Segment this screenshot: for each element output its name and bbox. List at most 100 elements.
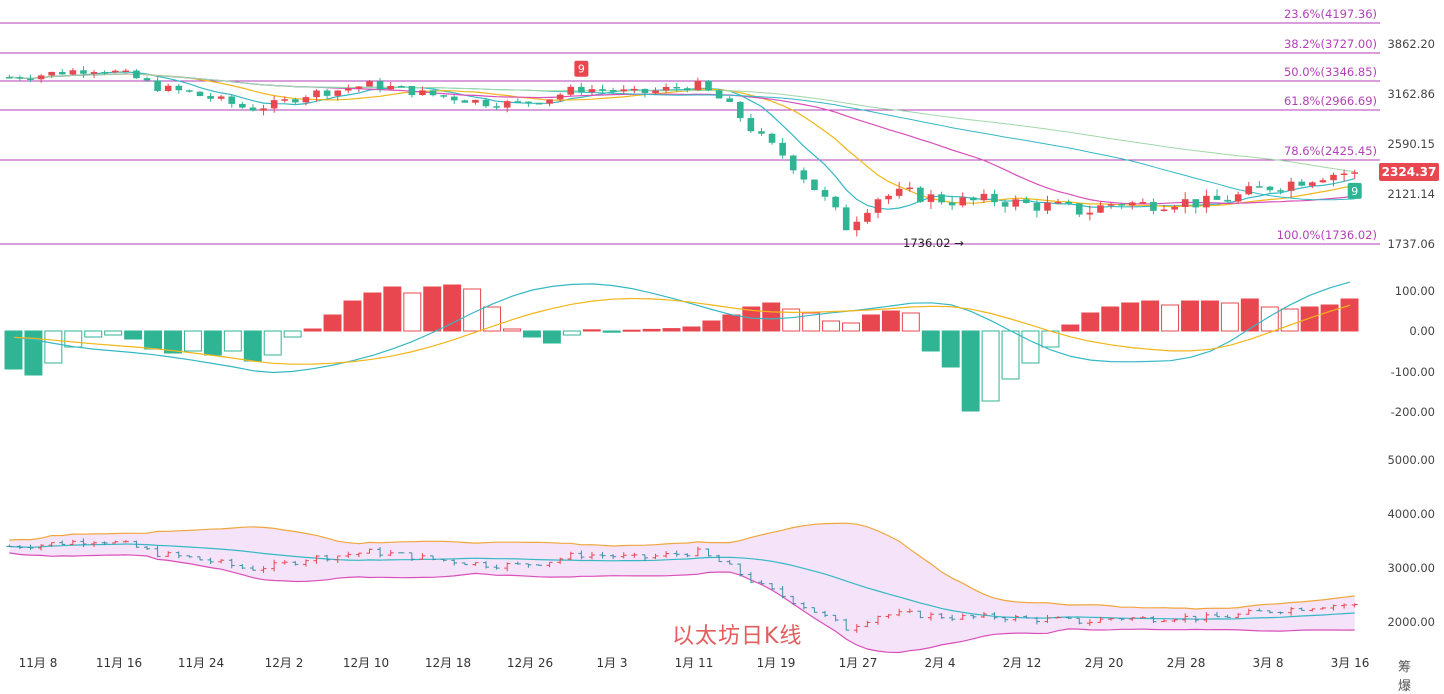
macd-bar [1320,304,1339,332]
candle-body [1192,199,1200,208]
candle-body [387,85,394,90]
bollinger-y-axis: 5000.00 4000.00 3000.00 2000.00 [1387,453,1435,629]
date-label-2: 11月 24 [178,656,224,670]
candle-body [249,107,257,111]
candle-body [16,77,24,79]
candle-body [864,212,871,222]
candle-body [1075,203,1083,215]
candle-body [609,90,617,92]
macd-bar [961,330,980,412]
candle-body [736,101,744,119]
candle-body [1309,182,1316,186]
macd-bar [642,328,661,332]
candle-body [567,86,575,95]
candle-body [842,207,850,231]
candle-body [302,97,310,103]
fib-label-2: 50.0%(3346.85) [1284,65,1377,79]
candle-body [599,89,606,91]
chart-title-watermark: 以太坊日K线 [672,624,803,649]
candle-body [546,99,553,104]
macd-bar [722,314,741,332]
candle-body [631,88,638,91]
candle-body [228,96,236,104]
candle-body [683,88,691,91]
candle-body [493,106,500,108]
candle-body [376,81,384,90]
date-label-9: 1月 19 [757,656,796,670]
fib-label-5: 100.0%(1736.02) [1277,228,1377,242]
candle-body [48,71,55,76]
candle-body [133,70,140,79]
candle-body [715,90,723,99]
price-y-axis: 3862.20 3162.86 2590.15 2121.14 1737.06 [1387,37,1435,251]
candle-body [927,194,935,202]
candle-body [747,118,755,132]
candle-body [164,85,172,91]
macd-bar [443,284,462,332]
candle-body [281,99,289,101]
bollinger-middle-line [9,543,1355,620]
macd-bar [1021,330,1040,364]
macd-bar [223,330,242,352]
macd-bar [4,330,23,370]
macd-bar [1141,300,1160,332]
candle-body [80,70,87,74]
candle-body [472,99,479,103]
candle-body [397,85,405,88]
fib-label-0: 23.6%(4197.36) [1284,7,1377,21]
macd-bar [522,330,541,338]
macd-bar [1001,330,1020,380]
current-price-badge: 2324.37 [1379,163,1439,181]
macd-bar [861,314,880,332]
macd-dea-line [13,297,1351,365]
candle-body [111,70,119,73]
date-label-10: 1月 27 [839,656,878,670]
date-x-axis: 11月 8 11月 16 11月 24 12月 2 12月 10 12月 18 12月 26… [19,656,1370,670]
bollinger-upper-line [9,522,1355,610]
candle-body [779,142,786,156]
td-marker-bg-1 [1347,182,1362,199]
candle-body [1086,212,1094,215]
macd-bar [941,330,960,368]
macd-bar [183,330,202,352]
candle-body [270,100,278,109]
date-label-1: 11月 16 [96,656,142,670]
candle-body [1287,181,1295,191]
bollinger-tick-1: 4000.00 [1387,507,1435,521]
macd-bar [283,330,302,338]
candle-body [662,87,670,91]
macd-bar [124,330,143,340]
candle-body [154,80,161,91]
macd-bar [762,302,781,332]
candle-body [991,193,998,203]
date-label-12: 2月 12 [1003,656,1042,670]
macd-bar [562,330,581,336]
macd-bar [662,328,681,332]
macd-tick-2: -100.00 [1391,365,1435,379]
candle-body [1139,201,1147,204]
macd-panel [4,281,1359,412]
macd-bar [542,330,561,344]
candle-body [1107,204,1115,206]
candle-body [175,85,183,91]
macd-bar [1220,302,1239,332]
macd-bar [1081,312,1100,332]
candle-body [1330,174,1337,181]
candle-body [1022,199,1030,203]
candle-body [832,196,839,208]
candle-body [1213,195,1221,200]
candle-body [450,96,458,101]
candle-body [344,88,352,91]
candle-body [1181,199,1189,207]
candle-body [959,197,967,206]
macd-tick-0: 100.00 [1395,284,1435,298]
macd-bar [24,330,43,376]
candle-body [853,221,861,231]
candle-body [885,195,892,200]
candle-body [503,101,511,108]
candle-body [1033,202,1041,211]
candle-body [27,78,34,81]
date-label-16: 3月 16 [1331,656,1370,670]
macd-bar [1300,306,1319,332]
candle-body [673,87,681,89]
